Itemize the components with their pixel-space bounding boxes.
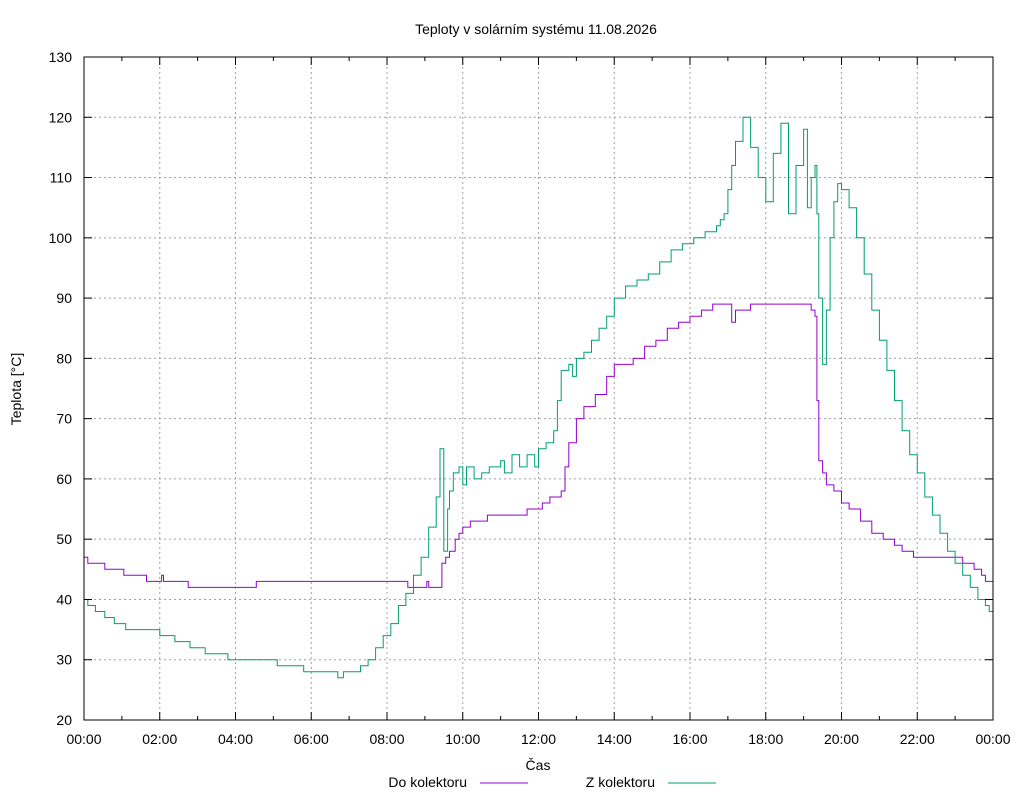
x-tick-label: 20:00 <box>824 731 859 747</box>
x-tick-label: 00:00 <box>66 731 101 747</box>
x-tick-label: 04:00 <box>218 731 253 747</box>
ticks <box>83 56 994 721</box>
x-tick-label: 06:00 <box>294 731 329 747</box>
y-tick-label: 60 <box>56 471 72 487</box>
y-tick-label: 90 <box>56 290 72 306</box>
x-tick-label: 02:00 <box>142 731 177 747</box>
series-line-1 <box>84 116 993 679</box>
y-tick-label: 50 <box>56 531 72 547</box>
y-tick-label: 80 <box>56 350 72 366</box>
x-tick-label: 16:00 <box>672 731 707 747</box>
y-tick-label: 30 <box>56 652 72 668</box>
legend-label-do-kolektoru: Do kolektoru <box>388 774 467 790</box>
y-axis-label: Teplota [°C] <box>8 353 24 426</box>
y-tick-labels: 20 30 40 50 60 70 80 90 100 110 120 130 <box>49 49 73 728</box>
grid <box>84 57 993 720</box>
y-tick-label: 110 <box>50 170 73 186</box>
y-tick-label: 70 <box>56 411 72 427</box>
x-tick-label: 22:00 <box>900 731 935 747</box>
chart-title: Teploty v solárním systému 11.08.2026 <box>415 21 657 37</box>
x-tick-label: 14:00 <box>597 731 632 747</box>
series-layer <box>84 116 993 679</box>
x-axis-label: Čas <box>526 757 551 773</box>
y-tick-label: 20 <box>56 712 72 728</box>
legend: Do kolektoru Z kolektoru <box>388 774 716 790</box>
x-tick-label: 12:00 <box>521 731 556 747</box>
x-tick-label: 00:00 <box>975 731 1010 747</box>
x-tick-label: 10:00 <box>445 731 480 747</box>
y-tick-label: 120 <box>49 109 73 125</box>
x-tick-labels: 00:00 02:00 04:00 06:00 08:00 10:00 12:00 14:00… <box>66 731 1010 747</box>
x-tick-label: 18:00 <box>748 731 783 747</box>
y-tick-label: 100 <box>49 230 73 246</box>
y-tick-label: 130 <box>49 49 73 65</box>
y-tick-label: 40 <box>56 591 72 607</box>
x-tick-label: 08:00 <box>369 731 404 747</box>
series-line-0 <box>84 303 993 588</box>
legend-label-z-kolektoru: Z kolektoru <box>586 774 655 790</box>
